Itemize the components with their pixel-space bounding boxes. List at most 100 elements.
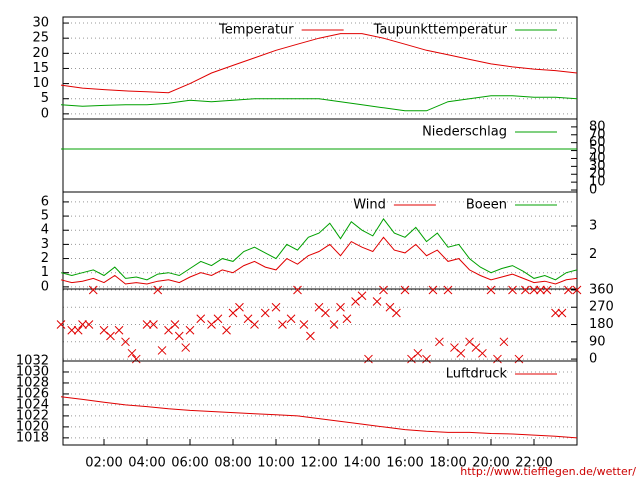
direction-point: [493, 354, 502, 364]
series-line: [60, 396, 578, 439]
direction-point: [364, 354, 373, 364]
y2-tick-label: 40: [589, 151, 606, 166]
y-tick-label: 0: [41, 279, 49, 294]
direction-point: [486, 285, 496, 295]
y2-tick-label: 50: [589, 143, 606, 158]
direction-point: [428, 285, 438, 295]
direction-point: [271, 302, 281, 312]
direction-point: [400, 285, 410, 295]
direction-point: [185, 325, 195, 335]
direction-point: [336, 302, 345, 312]
y-tick-label: 30: [32, 16, 49, 31]
direction-point: [521, 285, 530, 295]
y2-tick-label: 3: [589, 218, 597, 233]
direction-point: [73, 325, 83, 335]
y-tick-label: 1018: [16, 430, 49, 445]
y2-tick-label: 270: [589, 300, 614, 315]
direction-point: [56, 320, 66, 329]
y2-tick-label: 20: [589, 167, 606, 182]
y-tick-label: 2: [41, 251, 49, 266]
direction-point: [299, 320, 309, 329]
direction-point: [443, 285, 453, 295]
direction-point: [478, 348, 487, 358]
direction-point: [508, 285, 517, 295]
legend-label: Boeen: [466, 198, 507, 213]
direction-point: [250, 320, 259, 329]
direction-point: [379, 285, 388, 295]
y-tick-label: 25: [32, 31, 49, 46]
direction-point: [372, 297, 382, 306]
direction-point: [435, 337, 444, 347]
direction-point: [260, 308, 270, 318]
direction-point: [174, 331, 184, 341]
direction-point: [67, 325, 77, 335]
direction-point: [329, 320, 339, 329]
direction-point: [413, 348, 423, 358]
x-tick-label: 20:00: [472, 456, 509, 471]
x-tick-label: 10:00: [257, 456, 294, 471]
y-tick-label: 1028: [16, 375, 49, 390]
legend-label: Niederschlag: [422, 125, 507, 140]
series-line: [60, 236, 578, 285]
y2-tick-label: 0: [589, 183, 597, 198]
direction-point: [392, 308, 401, 318]
footer-url: http://www.tiefflegen.de/wetter/: [460, 465, 636, 478]
x-tick-label: 12:00: [300, 456, 337, 471]
series-line: [60, 218, 578, 281]
direction-point: [84, 320, 94, 329]
direction-point: [196, 314, 206, 324]
x-tick-label: 06:00: [171, 456, 208, 471]
direction-point: [88, 285, 98, 295]
panel-frame: [62, 360, 578, 446]
direction-point: [153, 285, 163, 295]
direction-point: [142, 320, 152, 329]
x-tick-label: 02:00: [85, 456, 122, 471]
direction-point: [286, 314, 296, 324]
direction-point: [564, 285, 573, 295]
y-tick-label: 3: [41, 237, 49, 252]
x-tick-label: 14:00: [343, 456, 380, 471]
y2-tick-label: 70: [589, 127, 606, 142]
y2-tick-label: 30: [589, 159, 606, 174]
direction-point: [157, 346, 167, 355]
y2-tick-label: 90: [589, 334, 606, 349]
y-tick-label: 0: [41, 106, 49, 121]
direction-point: [499, 337, 509, 347]
direction-point: [342, 314, 352, 324]
y-tick-label: 1030: [16, 364, 49, 379]
y-tick-label: 5: [41, 209, 49, 224]
direction-point: [422, 354, 431, 364]
direction-point: [114, 325, 124, 335]
direction-point: [235, 302, 244, 312]
y-tick-label: 1022: [16, 408, 49, 423]
direction-point: [306, 331, 315, 341]
x-tick-label: 16:00: [386, 456, 423, 471]
direction-point: [181, 343, 191, 352]
y2-tick-label: 0: [589, 352, 597, 367]
x-tick-label: 04:00: [128, 456, 165, 471]
legend-label: Taupunkttemperatur: [373, 23, 508, 38]
y-tick-label: 10: [32, 76, 49, 91]
direction-point: [170, 320, 180, 329]
direction-point: [106, 331, 115, 341]
y-tick-label: 1024: [16, 397, 49, 412]
x-tick-label: 22:00: [515, 456, 552, 471]
y2-tick-label: 2: [589, 247, 597, 262]
direction-point: [321, 308, 330, 318]
x-tick-label: 08:00: [214, 456, 251, 471]
legend-label: Luftdruck: [446, 367, 508, 382]
y2-tick-label: 360: [589, 282, 614, 297]
y-tick-label: 1: [41, 265, 49, 280]
legend-label: Temperatur: [218, 23, 294, 38]
y2-tick-label: 60: [589, 135, 606, 150]
direction-point: [121, 337, 130, 347]
y-tick-label: 4: [41, 223, 49, 238]
legend-label: Wind: [353, 198, 386, 213]
direction-point: [456, 348, 466, 358]
direction-point: [293, 285, 302, 295]
y-tick-label: 1026: [16, 386, 49, 401]
direction-point: [222, 325, 231, 335]
y2-tick-label: 80: [589, 119, 606, 134]
y-tick-label: 6: [41, 194, 49, 209]
y-tick-label: 20: [32, 46, 49, 61]
